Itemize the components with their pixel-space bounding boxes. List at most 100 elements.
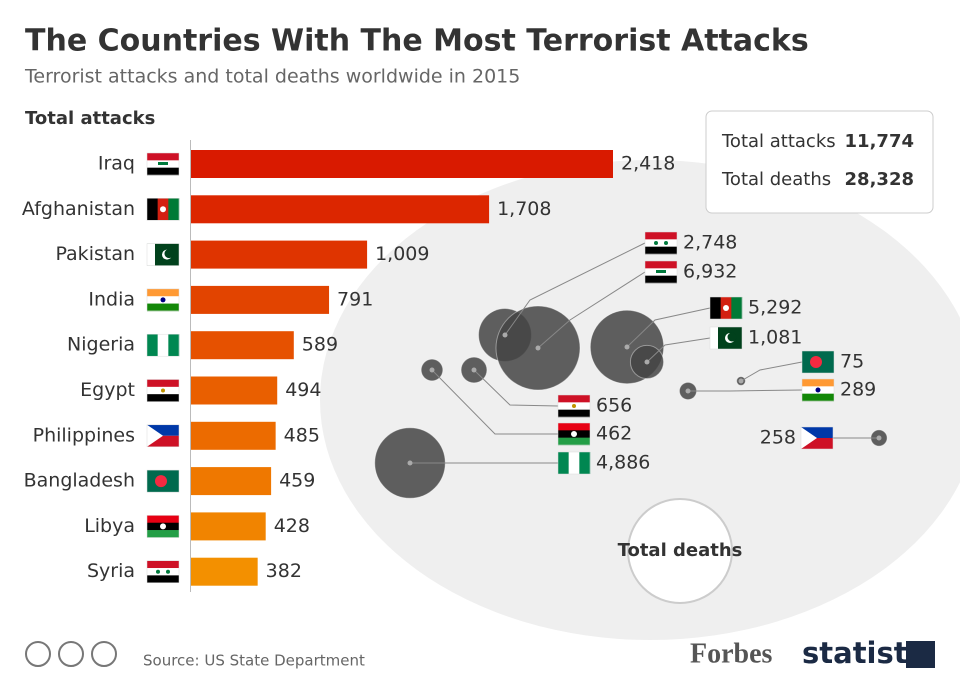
bubble-value-label: 656	[596, 395, 632, 417]
flag-part	[664, 241, 668, 245]
category-label: Afghanistan	[22, 198, 135, 220]
leader-dot	[644, 359, 650, 365]
flag-part	[815, 387, 821, 393]
leader-dot	[407, 460, 413, 466]
leader-line	[431, 369, 558, 435]
bar	[191, 150, 613, 178]
leader-dot	[429, 367, 435, 373]
bubble-value-label: 289	[840, 379, 876, 401]
category-label: Syria	[87, 560, 135, 582]
flag-border	[146, 379, 180, 402]
flag-border	[644, 260, 678, 284]
flag-part	[558, 423, 590, 431]
flag-part	[156, 569, 160, 574]
category-label: Pakistan	[55, 243, 135, 265]
category-label: India	[88, 288, 135, 310]
value-label: 589	[302, 334, 338, 356]
flag	[146, 198, 180, 221]
bar	[191, 512, 266, 541]
flag-part	[568, 452, 580, 474]
value-label: 791	[337, 288, 373, 310]
flag	[801, 350, 835, 374]
flag-part	[802, 393, 834, 402]
value-label: 485	[284, 424, 320, 446]
bar	[191, 376, 278, 405]
flag-border	[557, 451, 591, 475]
leader-dot	[876, 435, 882, 441]
flag	[146, 288, 180, 312]
flag-part	[160, 523, 166, 530]
bubble-value-label: 462	[596, 423, 632, 445]
flag-part	[558, 437, 590, 446]
value-label: 459	[279, 470, 315, 492]
flag-part	[723, 305, 729, 311]
summary-value: 11,774	[845, 131, 914, 152]
summary-label: Total attacks	[721, 131, 836, 152]
bar-title: Total attacks	[25, 108, 155, 129]
flag-border	[557, 422, 591, 446]
flag-part	[147, 568, 179, 576]
flag-part	[710, 297, 721, 319]
category-label: Egypt	[80, 379, 135, 401]
flag-part	[147, 435, 179, 447]
flag-part	[572, 404, 576, 408]
flag-part	[147, 515, 179, 524]
flag-part	[645, 275, 677, 284]
bar	[191, 240, 368, 269]
flag-border	[709, 326, 743, 350]
leader-dot	[535, 345, 541, 351]
flag-part	[731, 297, 743, 319]
flag-part	[158, 162, 168, 165]
flag-part	[147, 379, 179, 388]
summary-box	[705, 110, 934, 214]
summary-value: 28,328	[845, 169, 914, 190]
flag	[557, 394, 591, 418]
flag	[644, 260, 678, 284]
flag-border	[801, 350, 835, 374]
flag	[801, 378, 835, 402]
leader-line	[473, 369, 559, 407]
flag	[557, 451, 591, 475]
bar	[191, 421, 276, 450]
leader-dot	[685, 388, 691, 394]
bubble-legend-label: Total deaths	[618, 540, 743, 561]
flag-border	[146, 424, 180, 448]
leader-line	[504, 242, 646, 336]
flag-part	[801, 427, 833, 438]
bubble-legend	[627, 498, 733, 604]
flag-part	[727, 332, 737, 342]
flag-border	[557, 394, 591, 418]
flag-border	[709, 296, 743, 320]
leader-dot	[502, 332, 508, 338]
flag-part	[645, 232, 677, 240]
value-label: 1,009	[375, 243, 429, 265]
value-label: 2,418	[621, 153, 675, 175]
leader-line	[688, 389, 803, 392]
flag-part	[147, 198, 158, 221]
flag	[146, 424, 180, 448]
title: The Countries With The Most Terrorist At…	[25, 24, 809, 59]
statista-icon	[906, 641, 935, 668]
flag-part	[155, 475, 167, 488]
flag	[709, 296, 743, 320]
bubble-value-label: 75	[840, 351, 864, 373]
leader-dot	[471, 367, 477, 373]
flag	[146, 379, 180, 402]
flag-part	[558, 395, 590, 403]
flag-border	[801, 378, 835, 402]
value-label: 428	[274, 515, 310, 537]
flag-part	[645, 261, 677, 269]
category-label: Iraq	[98, 153, 135, 175]
flag-part	[710, 327, 718, 349]
bubble-value-label: 2,748	[683, 232, 737, 254]
flag-part	[147, 153, 179, 161]
flag-part	[168, 334, 180, 357]
leader-line	[537, 271, 646, 349]
bubble-value-label: 4,886	[596, 452, 650, 474]
flag-part	[157, 334, 169, 357]
bubble-value-label: 6,932	[683, 261, 737, 283]
cc-icons	[25, 641, 117, 667]
subtitle: Terrorist attacks and total deaths world…	[24, 66, 520, 88]
flag-part	[147, 288, 179, 297]
